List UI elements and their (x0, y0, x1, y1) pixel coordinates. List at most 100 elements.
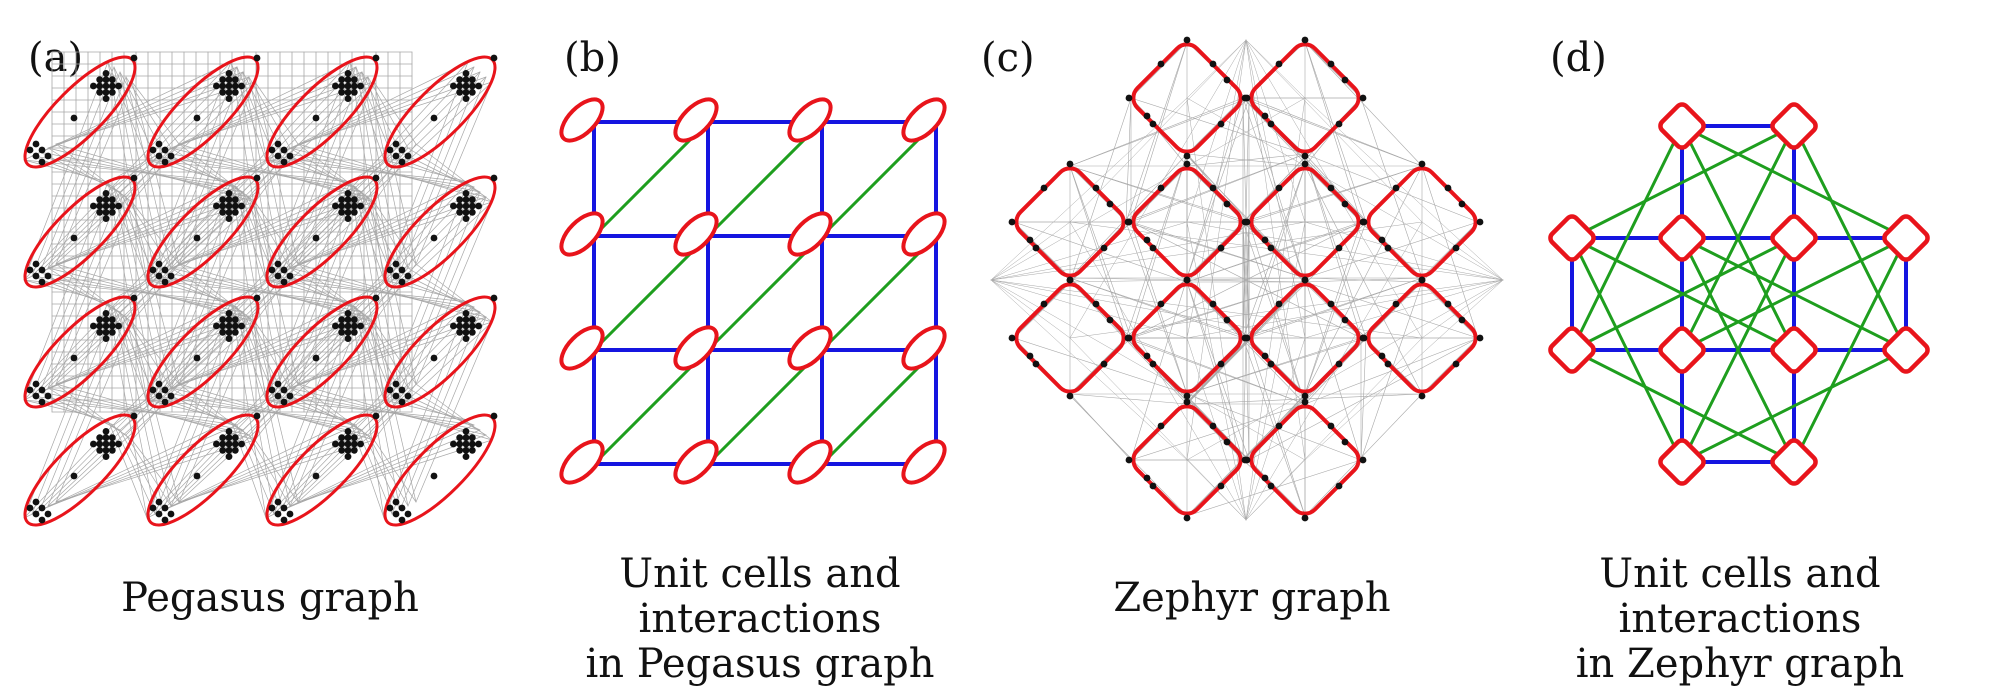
qubit (102, 322, 110, 330)
coupler-edge (355, 186, 393, 277)
panel-b: (b) Unit cells and interactions in Pegas… (510, 0, 1010, 686)
qubit (231, 328, 239, 336)
qubit (462, 196, 470, 204)
coupler-edge (415, 321, 493, 503)
qubit (456, 434, 464, 442)
coupler-edge (373, 81, 417, 265)
qubit (456, 328, 464, 336)
qubit (1032, 360, 1040, 368)
unit-cell-ellipse (559, 325, 605, 371)
qubit (1335, 482, 1343, 490)
qubit (1223, 316, 1231, 324)
coupler-edge (273, 306, 357, 515)
qubit (350, 202, 358, 210)
coupler-edge (1304, 97, 1504, 281)
qubit (372, 174, 380, 182)
panel-c: (c) Zephyr graph (975, 0, 1535, 664)
qubit (338, 446, 346, 454)
qubit (1418, 276, 1426, 284)
qubit (350, 316, 358, 324)
qubit (392, 510, 400, 518)
qubit (338, 88, 346, 96)
coupler-edge (361, 191, 401, 393)
qubit (96, 322, 104, 330)
qubit (1267, 482, 1275, 490)
coupler-edge (1069, 97, 1244, 167)
coupler-edge (1186, 221, 1247, 521)
qubit (1301, 160, 1309, 168)
qubit (312, 114, 320, 122)
qubit (1341, 438, 1349, 446)
qubit (108, 440, 116, 448)
coupler-edge (242, 311, 283, 511)
qubit (1392, 184, 1400, 192)
qubit (96, 316, 104, 324)
qubit (90, 440, 97, 448)
qubit (32, 272, 40, 280)
coupler-edge (236, 306, 275, 397)
qubit (231, 76, 239, 84)
coupler-edge (361, 429, 401, 511)
qubit (1149, 482, 1157, 490)
qubit (225, 434, 233, 442)
coupler-edge (254, 81, 299, 145)
qubit (1327, 300, 1335, 308)
panel-d: (d) Unit cells and interactions in Zephy… (1490, 0, 1990, 686)
panel-label-d: (d) (1550, 35, 1607, 81)
inter-cell-edge (1680, 124, 1908, 240)
qubit (32, 380, 40, 388)
qubit (149, 146, 157, 154)
qubit (357, 82, 364, 90)
coupler-edge (367, 434, 409, 507)
unit-cell-ellipse (901, 97, 947, 143)
qubit (468, 316, 476, 324)
qubit (225, 70, 233, 77)
qubit (404, 510, 412, 518)
qubit (475, 82, 482, 90)
qubit (490, 294, 498, 302)
coupler-edge (407, 316, 487, 507)
qubit (26, 266, 34, 274)
qubit (130, 174, 138, 182)
qubit (115, 440, 122, 448)
coupler-edge (1304, 279, 1504, 461)
qubit (161, 266, 169, 274)
qubit (344, 88, 352, 96)
qubit (38, 266, 46, 274)
unit-cell-ellipse (787, 325, 833, 371)
qubit (193, 354, 201, 362)
coupler-edge (55, 201, 133, 385)
qubit (392, 272, 400, 280)
qubit (338, 82, 346, 90)
qubit (1476, 334, 1484, 342)
qubit (468, 208, 476, 216)
qubit (161, 278, 169, 286)
qubit (1418, 160, 1426, 168)
coupler-edge (107, 61, 148, 281)
qubit (490, 54, 498, 62)
qubit (231, 88, 239, 96)
qubit (286, 272, 294, 280)
coupler-edge (162, 311, 244, 511)
qubit (490, 412, 498, 420)
qubit (1243, 334, 1251, 342)
unit-cell-rounded-square (1249, 166, 1361, 278)
qubit (1026, 352, 1034, 360)
qubit (225, 428, 233, 435)
qubit (286, 152, 294, 160)
qubit (286, 392, 294, 400)
qubit (1183, 276, 1191, 284)
qubit (1040, 184, 1048, 192)
qubit (108, 202, 116, 210)
coupler-edge (361, 71, 401, 273)
qubit (1275, 300, 1283, 308)
qubit (344, 316, 352, 324)
qubit (274, 498, 282, 506)
qubit (332, 202, 339, 210)
qubit (253, 174, 261, 182)
coupler-edge (254, 439, 299, 503)
unit-cell-ellipse (673, 325, 719, 371)
qubit (1106, 316, 1114, 324)
qubit (344, 446, 352, 454)
qubit (213, 82, 220, 90)
